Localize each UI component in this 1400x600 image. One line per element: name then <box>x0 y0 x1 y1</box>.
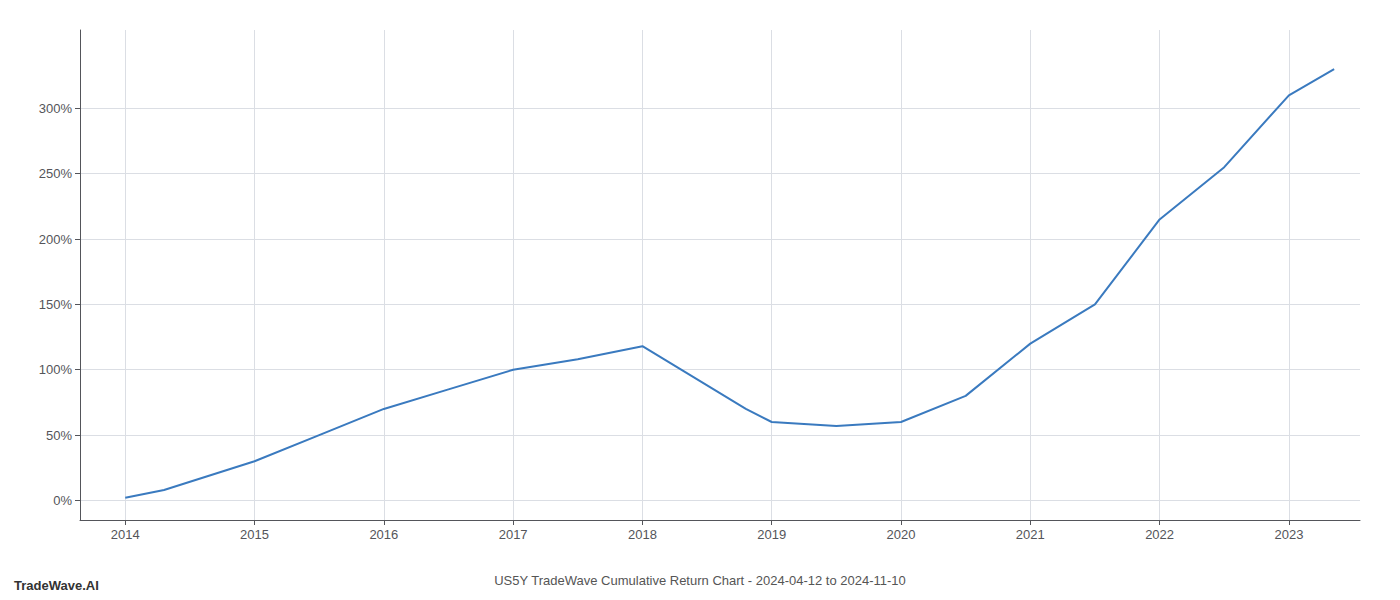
svg-text:150%: 150% <box>39 297 73 312</box>
svg-text:2015: 2015 <box>240 527 269 542</box>
svg-text:2021: 2021 <box>1016 527 1045 542</box>
svg-text:250%: 250% <box>39 166 73 181</box>
svg-text:TradeWave.AI: TradeWave.AI <box>14 578 99 593</box>
svg-text:2017: 2017 <box>499 527 528 542</box>
svg-text:2014: 2014 <box>111 527 140 542</box>
svg-text:300%: 300% <box>39 101 73 116</box>
svg-text:2022: 2022 <box>1145 527 1174 542</box>
svg-text:2019: 2019 <box>757 527 786 542</box>
svg-text:2018: 2018 <box>628 527 657 542</box>
svg-text:2016: 2016 <box>369 527 398 542</box>
svg-text:0%: 0% <box>53 493 72 508</box>
svg-text:100%: 100% <box>39 362 73 377</box>
svg-text:200%: 200% <box>39 232 73 247</box>
svg-text:2023: 2023 <box>1274 527 1303 542</box>
svg-text:50%: 50% <box>46 428 72 443</box>
svg-text:US5Y TradeWave Cumulative Retu: US5Y TradeWave Cumulative Return Chart -… <box>494 573 906 588</box>
svg-text:2020: 2020 <box>887 527 916 542</box>
